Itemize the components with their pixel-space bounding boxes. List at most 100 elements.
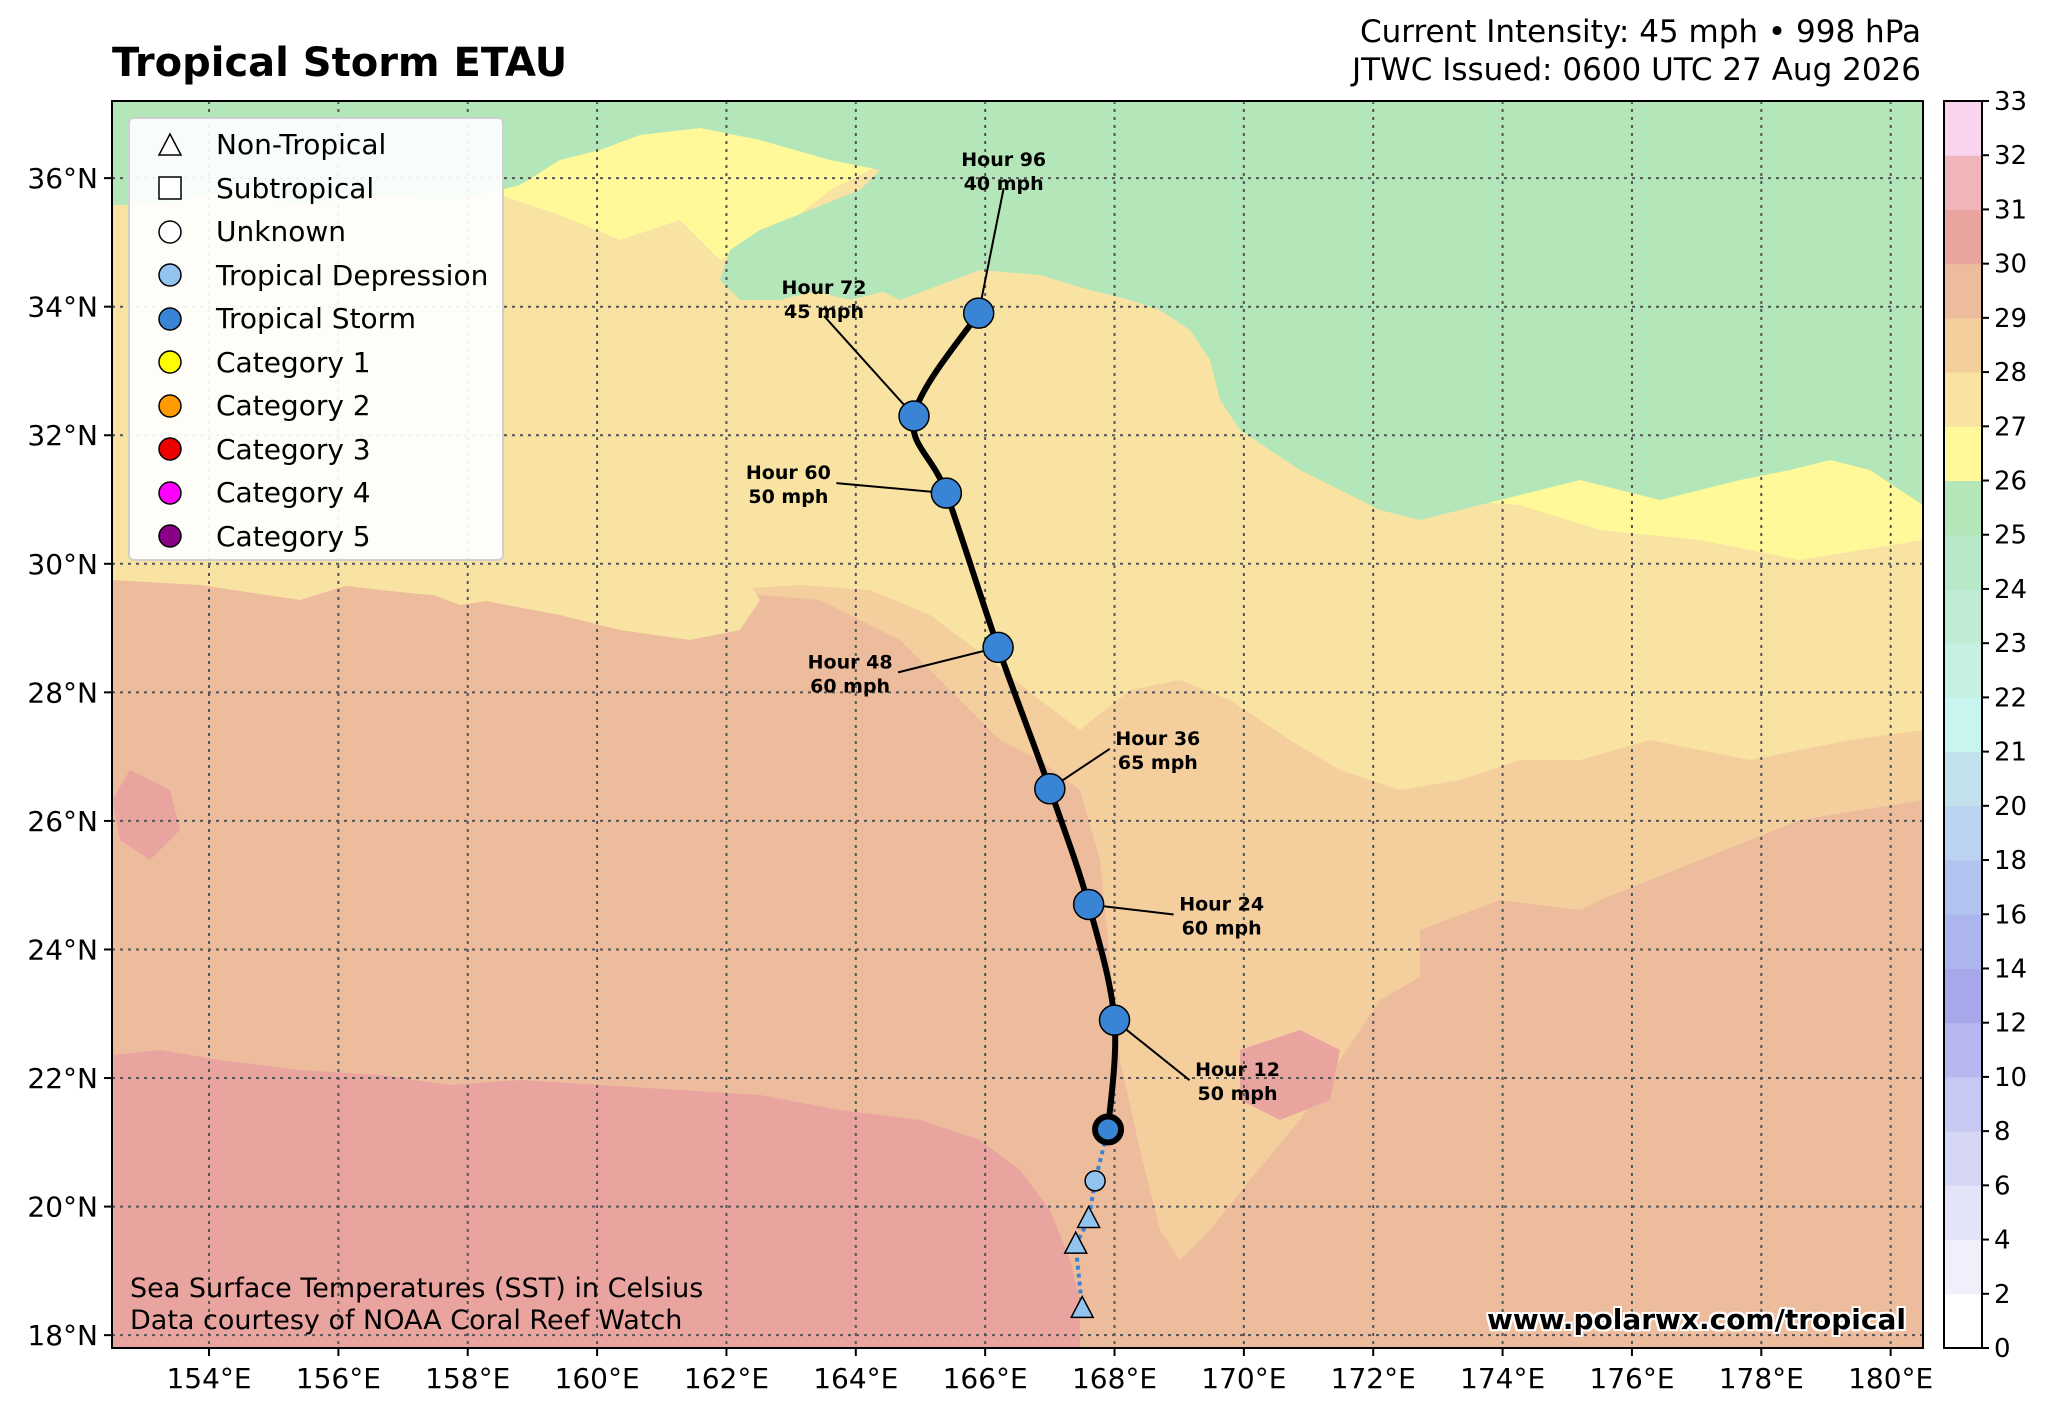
lon-tick-label: 158°E xyxy=(425,1362,510,1395)
colorbar-segment xyxy=(1944,1022,1982,1078)
track-point-non-tropical xyxy=(1076,1204,1101,1229)
lat-tick-label: 36°N xyxy=(27,162,98,195)
colorbar-frame xyxy=(1943,100,1983,1349)
forecast-wind-label: 60 mph xyxy=(810,675,890,697)
colorbar-tick-label: 10 xyxy=(1994,1063,2027,1093)
legend: Non-Tropical Subtropical Unknown Tropical D… xyxy=(128,117,504,561)
colorbar-segment xyxy=(1944,426,1982,482)
colorbar-segment xyxy=(1944,372,1982,427)
forecast-hour-label: Hour 72 xyxy=(782,277,867,299)
lat-tick-label: 26°N xyxy=(27,805,98,838)
forecast-hour-label: Hour 36 xyxy=(1115,728,1200,750)
legend-item: Non-Tropical xyxy=(130,123,502,167)
circle-icon xyxy=(158,481,182,505)
circle-icon xyxy=(158,394,182,418)
forecast-hour-label: Hour 12 xyxy=(1195,1059,1280,1081)
forecast-label-leader xyxy=(977,187,1005,314)
legend-label: Category 3 xyxy=(216,432,371,466)
track-point-depression xyxy=(1084,1170,1106,1192)
colorbar-segment xyxy=(1944,805,1982,861)
lon-tick-label: 170°E xyxy=(1201,1362,1286,1395)
lon-tick-label: 178°E xyxy=(1719,1362,1804,1395)
legend-label: Subtropical xyxy=(216,171,375,205)
colorbar-segment xyxy=(1944,588,1982,644)
legend-item: Category 3 xyxy=(130,428,502,472)
colorbar-tick-label: 21 xyxy=(1994,738,2027,768)
track-point-non-tropical xyxy=(1069,1294,1095,1319)
colorbar-tick-label: 27 xyxy=(1994,412,2027,442)
legend-label: Tropical Storm xyxy=(216,302,416,336)
colorbar-segment xyxy=(1944,697,1982,753)
circle-icon xyxy=(158,524,182,548)
lon-tick-label: 174°E xyxy=(1460,1362,1545,1395)
legend-label: Category 4 xyxy=(216,476,371,510)
colorbar-tick-label: 8 xyxy=(1994,1117,2011,1147)
circle-icon xyxy=(158,263,182,287)
legend-item: Tropical Depression xyxy=(130,254,502,298)
colorbar-segment xyxy=(1944,155,1982,210)
lat-tick-label: 22°N xyxy=(27,1062,98,1095)
forecast-point xyxy=(930,477,963,509)
colorbar-segment xyxy=(1944,643,1982,698)
lon-tick-label: 166°E xyxy=(943,1362,1028,1395)
forecast-wind-label: 60 mph xyxy=(1182,917,1262,939)
colorbar-tick-label: 2 xyxy=(1994,1280,2011,1310)
issued-time-text: JTWC Issued: 0600 UTC 27 Aug 2026 xyxy=(1351,52,1921,88)
colorbar-tick-label: 12 xyxy=(1994,1009,2027,1039)
colorbar-segment xyxy=(1944,1131,1982,1186)
lon-tick-label: 172°E xyxy=(1331,1362,1416,1395)
colorbar-tick-label: 31 xyxy=(1994,195,2027,225)
lat-tick-label: 34°N xyxy=(27,291,98,324)
track-point-non-tropical xyxy=(1063,1230,1088,1254)
forecast-point xyxy=(898,400,930,432)
legend-label: Category 2 xyxy=(216,389,371,423)
current-position-marker xyxy=(1092,1113,1125,1146)
forecast-wind-label: 65 mph xyxy=(1118,752,1198,774)
lat-tick-label: 30°N xyxy=(27,548,98,581)
legend-item: Category 4 xyxy=(130,471,502,515)
colorbar-tick-label: 30 xyxy=(1994,250,2027,280)
circle-icon xyxy=(158,350,182,374)
lon-tick-label: 180°E xyxy=(1848,1362,1933,1395)
current-intensity-text: Current Intensity: 45 mph • 998 hPa xyxy=(1359,14,1921,50)
colorbar-segment xyxy=(1944,860,1982,915)
forecast-label-leader xyxy=(1113,1019,1191,1081)
lat-tick-label: 20°N xyxy=(27,1191,98,1224)
lat-tick-label: 24°N xyxy=(27,933,98,966)
legend-label: Unknown xyxy=(216,215,346,249)
lat-tick-label: 18°N xyxy=(27,1319,98,1352)
website-link[interactable]: www.polarwx.com/tropical xyxy=(1487,1303,1906,1336)
page-title: Tropical Storm ETAU xyxy=(112,40,568,86)
data-credit-line: Data courtesy of NOAA Coral Reef Watch xyxy=(130,1305,683,1336)
colorbar-segment xyxy=(1944,751,1982,807)
colorbar-tick-label: 6 xyxy=(1994,1171,2011,1201)
colorbar-tick-label: 23 xyxy=(1994,629,2027,659)
forecast-point xyxy=(982,631,1014,664)
forecast-hour-label: Hour 48 xyxy=(808,651,893,673)
colorbar-tick-label: 4 xyxy=(1994,1226,2011,1256)
longitude-axis: 154°E 156°E 158°E 160°E 162°E 164°E 166°E 168°E… xyxy=(166,1348,1933,1395)
square-icon xyxy=(158,176,182,200)
forecast-wind-label: 50 mph xyxy=(1198,1083,1278,1105)
colorbar-segment xyxy=(1944,209,1982,265)
colorbar-tick-label: 33 xyxy=(1994,87,2027,117)
colorbar-tick-label: 14 xyxy=(1994,954,2027,984)
forecast-label-leader xyxy=(897,646,999,674)
latitude-axis: 18°N 20°N 22°N 24°N 26°N 28°N 30°N 32°N 34°N 36°N xyxy=(27,162,112,1352)
circle-icon xyxy=(158,437,182,461)
legend-item: Category 1 xyxy=(130,341,502,385)
legend-item: Category 2 xyxy=(130,384,502,428)
legend-item: Tropical Storm xyxy=(130,297,502,341)
lon-tick-label: 176°E xyxy=(1589,1362,1674,1395)
lon-tick-label: 160°E xyxy=(555,1362,640,1395)
colorbar-segment xyxy=(1944,101,1982,156)
forecast-wind-label: 50 mph xyxy=(748,486,828,508)
forecast-wind-label: 45 mph xyxy=(784,301,864,323)
sst-credit-line: Sea Surface Temperatures (SST) in Celsiu… xyxy=(130,1273,704,1304)
colorbar-tick-label: 26 xyxy=(1994,467,2027,497)
colorbar-tick-label: 16 xyxy=(1994,900,2027,930)
forecast-label-leader xyxy=(823,315,915,417)
lon-tick-label: 154°E xyxy=(166,1362,251,1395)
legend-label: Non-Tropical xyxy=(216,128,387,162)
colorbar-segment xyxy=(1944,480,1982,536)
